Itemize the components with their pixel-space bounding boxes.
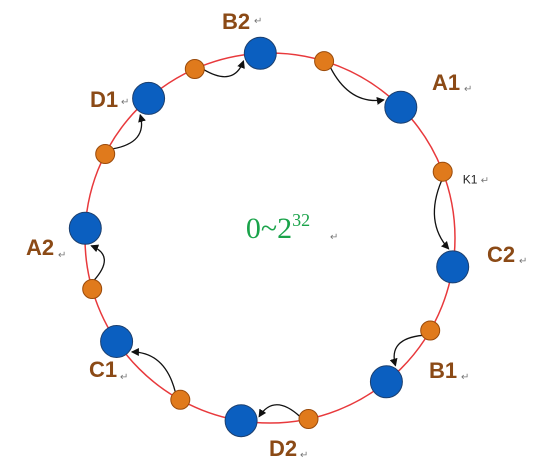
range-exponent: 32 [292,210,310,230]
arrow-k-bottom-right-to-D2 [258,404,301,418]
server-label-C2: C2 [487,242,515,267]
server-node-D1 [132,81,166,115]
server-node-B2 [243,36,277,70]
return-mark: ↵ [120,372,128,383]
key-node-k-right-low [420,320,441,341]
arrow-k-bottom-left-to-C1 [130,347,177,393]
server-label-D2: D2 [269,436,297,461]
key-node-k-left-low [82,279,103,299]
server-label-D1: D1 [90,87,118,112]
server-label-A1: A1 [432,70,460,95]
server-node-C1 [100,325,134,358]
server-node-A1 [384,90,418,124]
return-mark: ↵ [300,450,308,461]
return-mark: ↵ [121,97,129,108]
arrow-k-left-up-to-D1 [112,113,146,150]
key-node-k-bottom-left [170,389,191,410]
return-mark: ↵ [58,250,66,261]
return-mark: ↵ [481,176,489,187]
key-node-k-left-up [95,144,116,164]
arrow-k-left-low-to-A2 [90,244,105,281]
server-label-B2: B2 [222,9,250,34]
server-node-A2 [68,211,102,245]
key-label-K1: K1 [463,173,478,187]
server-label-C1: C1 [89,357,117,382]
arrow-k-top-left-to-B2 [203,60,245,78]
return-mark: ↵ [461,372,469,383]
server-label-B1: B1 [429,358,457,383]
key-node-k-top-left [184,59,205,79]
key-node-K1 [432,161,453,182]
server-label-A2: A2 [26,235,54,260]
range-base: 0~2 [246,212,292,245]
arrow-k-right-low-to-B1 [389,334,423,367]
arrow-K1-to-C2 [433,180,450,250]
key-node-k-top-right [314,51,335,72]
return-mark: ↵ [464,84,472,95]
hash-range-label: 0~232 [246,210,310,245]
key-node-k-bottom-right [298,409,319,429]
server-node-B1 [369,365,403,399]
server-node-D2 [224,404,258,438]
arrow-k-top-right-to-A1 [329,67,385,105]
return-mark: ↵ [519,256,527,267]
return-mark: ↵ [254,16,262,27]
return-mark: ↵ [330,232,338,243]
server-node-C2 [436,250,470,284]
